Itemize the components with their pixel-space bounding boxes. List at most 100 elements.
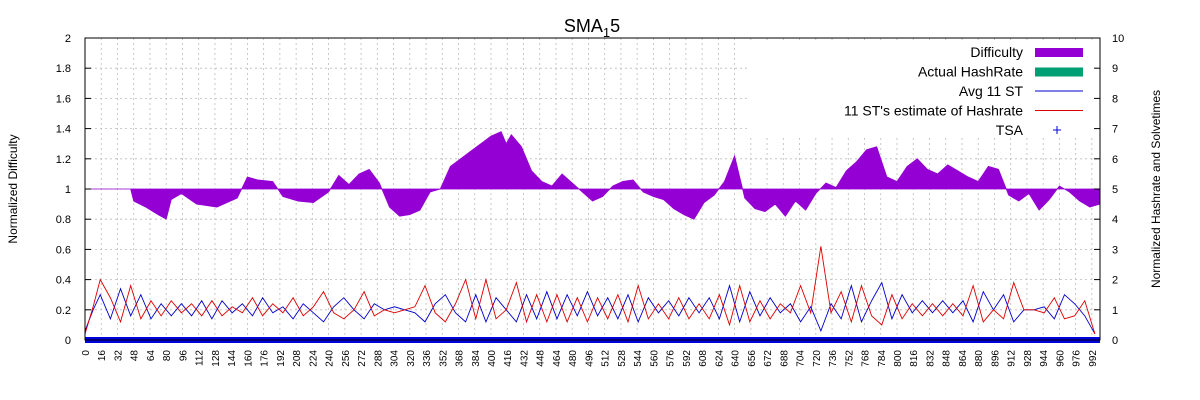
tick-label-x: 160 — [243, 350, 254, 367]
tick-label-left: 0.6 — [56, 244, 71, 256]
tick-label-right: 6 — [1112, 154, 1118, 166]
tick-label-left: 1.4 — [56, 124, 71, 136]
tick-label-x: 288 — [373, 350, 384, 367]
tick-label-x: 480 — [568, 350, 579, 367]
legend-label: Avg 11 ST — [959, 83, 1024, 99]
tick-label-x: 208 — [292, 350, 303, 367]
tick-label-x: 848 — [942, 350, 953, 367]
tick-label-left: 0 — [65, 335, 71, 347]
plot-area — [84, 131, 1101, 343]
tick-label-x: 720 — [812, 350, 823, 367]
tick-label-left: 0.2 — [56, 305, 71, 317]
tick-label-x: 768 — [861, 350, 872, 367]
tick-label-left: 1.8 — [56, 63, 71, 75]
tick-label-x: 192 — [276, 350, 287, 367]
tick-label-x: 64 — [146, 350, 157, 362]
tick-label-x: 176 — [260, 350, 271, 367]
tick-label-x: 400 — [487, 350, 498, 367]
tick-label-x: 816 — [909, 350, 920, 367]
legend-label: TSA — [996, 122, 1024, 138]
tick-label-x: 656 — [747, 350, 758, 367]
tick-label-x: 784 — [877, 350, 888, 367]
tick-label-x: 128 — [211, 350, 222, 367]
tick-label-right: 8 — [1112, 93, 1118, 105]
tick-label-x: 272 — [357, 350, 368, 367]
tick-label-left: 2 — [65, 33, 71, 45]
tick-label-x: 704 — [796, 350, 807, 367]
tick-label-x: 416 — [503, 350, 514, 367]
tick-label-right: 9 — [1112, 63, 1118, 75]
tick-label-x: 528 — [617, 350, 628, 367]
legend-swatch-box — [1035, 48, 1083, 57]
tick-label-x: 0 — [81, 350, 92, 356]
legend-label: 11 ST's estimate of Hashrate — [844, 103, 1023, 119]
tick-label-x: 944 — [1039, 350, 1050, 367]
tick-label-left: 0.4 — [56, 275, 71, 287]
tick-label-x: 864 — [958, 350, 969, 367]
tick-label-x: 688 — [779, 350, 790, 367]
plot-border — [84, 37, 1101, 341]
tick-label-x: 800 — [893, 350, 904, 367]
tick-label-x: 304 — [390, 350, 401, 367]
tick-label-left: 1.6 — [56, 93, 71, 105]
y-axis-right-label: Normalized Hashrate and Solvetimes — [1149, 90, 1163, 288]
tick-label-x: 352 — [438, 350, 449, 367]
tick-label-x: 144 — [227, 350, 238, 367]
tick-label-right: 1 — [1112, 305, 1118, 317]
tick-label-x: 96 — [178, 350, 189, 362]
tick-label-x: 608 — [698, 350, 709, 367]
chart-title: SMA15 — [564, 16, 620, 40]
tick-label-right: 0 — [1112, 335, 1118, 347]
tick-label-x: 992 — [1088, 350, 1099, 367]
tick-label-right: 5 — [1112, 184, 1118, 196]
tick-label-x: 240 — [325, 350, 336, 367]
tick-label-x: 544 — [633, 350, 644, 367]
tick-label-x: 496 — [584, 350, 595, 367]
series-difficulty-area — [85, 131, 1101, 220]
tick-label-x: 592 — [682, 350, 693, 367]
tick-label-x: 464 — [552, 350, 563, 367]
legend-label: Difficulty — [970, 44, 1023, 60]
tick-label-x: 640 — [731, 350, 742, 367]
tick-label-x: 976 — [1072, 350, 1083, 367]
tick-label-x: 16 — [97, 350, 108, 362]
tick-label-x: 912 — [1007, 350, 1018, 367]
tick-label-x: 576 — [666, 350, 677, 367]
tick-label-x: 432 — [519, 350, 530, 367]
tick-label-left: 1.2 — [56, 154, 71, 166]
tick-label-x: 896 — [990, 350, 1001, 367]
tick-label-right: 2 — [1112, 275, 1118, 287]
tick-label-x: 80 — [162, 350, 173, 362]
tick-label-x: 256 — [341, 350, 352, 367]
tick-label-x: 32 — [113, 350, 124, 362]
legend-swatch-box — [1035, 67, 1083, 77]
axis-ticks: 0 0.2 0.4 0.6 0.8 1 1.2 1.4 1.6 1.8 2 0 1 2 3 4 5 6 7 8 9 10 0… — [56, 33, 1125, 367]
series-hashrate-estimate — [84, 246, 1096, 335]
y-axis-left-label: Normalized Difficulty — [6, 134, 20, 243]
tick-label-left: 0.8 — [56, 214, 71, 226]
tick-label-x: 752 — [844, 350, 855, 367]
tick-label-x: 928 — [1023, 350, 1034, 367]
tick-label-x: 736 — [828, 350, 839, 367]
tick-label-x: 112 — [195, 350, 206, 366]
tick-label-right: 10 — [1112, 33, 1124, 45]
tick-label-right: 7 — [1112, 124, 1118, 136]
tick-label-right: 3 — [1112, 244, 1118, 256]
tick-label-left: 1 — [65, 184, 71, 196]
tick-label-x: 224 — [308, 350, 319, 367]
series-avg-11-st — [84, 281, 1096, 335]
tick-label-x: 672 — [763, 350, 774, 367]
tick-label-right: 4 — [1112, 214, 1118, 226]
tick-label-x: 448 — [536, 350, 547, 367]
tick-label-x: 368 — [455, 350, 466, 367]
legend-label: Actual HashRate — [918, 64, 1023, 80]
tick-label-x: 624 — [714, 350, 725, 367]
tick-label-x: 512 — [601, 350, 612, 367]
tick-label-x: 560 — [649, 350, 660, 367]
tick-label-x: 384 — [471, 350, 482, 367]
tick-label-x: 832 — [925, 350, 936, 367]
tick-label-x: 48 — [130, 350, 141, 362]
tick-label-x: 320 — [406, 350, 417, 367]
tick-label-x: 960 — [1055, 350, 1066, 367]
